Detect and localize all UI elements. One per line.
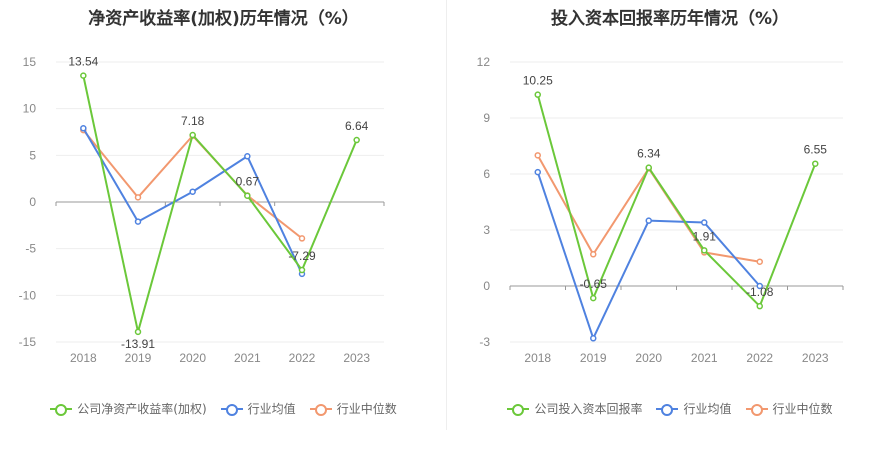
legend-item-industry-mean[interactable]: 行业均值 <box>656 400 732 417</box>
data-point[interactable] <box>189 188 196 195</box>
data-point[interactable] <box>534 91 541 98</box>
data-point[interactable] <box>701 219 708 226</box>
data-point[interactable] <box>701 247 708 254</box>
y-tick-label: 3 <box>483 223 490 237</box>
roic-chart-title: 投入资本回报率历年情况（%） <box>550 9 790 29</box>
legend-line-marker-icon <box>507 403 530 416</box>
data-label: 6.34 <box>637 147 661 161</box>
roic-legend: 公司投入资本回报率 行业均值 行业中位数 <box>447 400 893 417</box>
roe-chart-title: 净资产收益率(加权)历年情况（%） <box>88 9 359 29</box>
data-label: 10.25 <box>523 74 553 88</box>
legend-label: 公司净资产收益率(加权) <box>77 402 207 416</box>
x-tick-label: 2021 <box>234 351 261 365</box>
y-tick-label: -10 <box>19 288 37 302</box>
y-tick-label: 6 <box>483 167 490 181</box>
data-label: -7.29 <box>288 249 316 263</box>
data-point[interactable] <box>353 136 360 144</box>
legend-item-industry-median[interactable]: 行业中位数 <box>745 400 833 417</box>
legend-line-marker-icon <box>745 403 768 416</box>
y-tick-label: 5 <box>29 148 36 162</box>
x-tick-label: 2023 <box>802 351 829 365</box>
data-point[interactable] <box>80 125 87 132</box>
legend-line-marker-icon <box>220 403 243 416</box>
y-tick-label: 10 <box>23 102 37 116</box>
y-tick-label: 0 <box>483 279 490 293</box>
roe-chart: 15 10 5 0 -5 -10 -15 2018 2019 2020 2021 2022 2023 13… <box>19 55 385 365</box>
y-tick-label: 0 <box>29 195 36 209</box>
data-point[interactable] <box>645 164 652 171</box>
roic-chart-panel: 12 9 6 3 0 -3 2018 2019 2020 2021 2022 2023 10.25 -0.… <box>447 0 893 458</box>
x-tick-label: 2023 <box>343 351 370 365</box>
data-label: -13.91 <box>121 337 155 351</box>
data-point[interactable] <box>590 294 597 302</box>
y-tick-label: 15 <box>23 55 37 69</box>
panel-divider <box>446 0 447 430</box>
legend-label: 行业均值 <box>683 402 732 416</box>
legend-label: 行业中位数 <box>772 402 833 416</box>
legend-item-company-roe[interactable]: 公司净资产收益率(加权) <box>50 400 207 417</box>
x-tick-label: 2020 <box>179 351 206 365</box>
legend-label: 行业中位数 <box>336 402 397 416</box>
y-tick-label: 9 <box>483 111 490 125</box>
data-point[interactable] <box>244 192 251 199</box>
legend-line-marker-icon <box>309 403 332 416</box>
legend-item-company-roic[interactable]: 公司投入资本回报率 <box>507 400 642 417</box>
data-label: 7.18 <box>181 114 205 128</box>
data-point[interactable] <box>756 302 763 310</box>
data-label: 13.54 <box>68 55 98 69</box>
legend-line-marker-icon <box>50 403 73 416</box>
data-point[interactable] <box>189 131 196 139</box>
roic-chart: 12 9 6 3 0 -3 2018 2019 2020 2021 2022 2023 10.25 -0.… <box>477 55 844 365</box>
data-label: -1.08 <box>746 285 774 299</box>
x-tick-label: 2020 <box>635 351 662 365</box>
data-label: 6.64 <box>345 119 369 133</box>
data-point[interactable] <box>134 194 142 201</box>
legend-label: 行业均值 <box>247 402 296 416</box>
x-tick-label: 2019 <box>125 351 152 365</box>
series-line <box>536 94 817 308</box>
roe-legend: 公司净资产收益率(加权) 行业均值 行业中位数 <box>0 400 447 417</box>
data-label: 1.91 <box>693 229 717 243</box>
series-line <box>82 75 358 333</box>
legend-item-industry-median[interactable]: 行业中位数 <box>309 400 397 417</box>
series-line <box>82 127 303 275</box>
data-point[interactable] <box>244 153 251 160</box>
data-point[interactable] <box>298 266 306 274</box>
data-point[interactable] <box>80 72 87 79</box>
data-point[interactable] <box>756 258 763 265</box>
data-point[interactable] <box>590 335 597 342</box>
x-tick-label: 2018 <box>524 351 551 365</box>
data-label: 6.55 <box>804 143 828 157</box>
x-tick-label: 2022 <box>746 351 773 365</box>
x-tick-label: 2022 <box>289 351 316 365</box>
legend-label: 公司投入资本回报率 <box>534 402 643 416</box>
data-point[interactable] <box>534 152 541 159</box>
y-tick-label: 12 <box>477 55 491 69</box>
x-tick-label: 2018 <box>70 351 97 365</box>
y-tick-label: -5 <box>25 242 36 256</box>
data-point[interactable] <box>134 328 142 336</box>
legend-line-marker-icon <box>656 403 679 416</box>
data-label: -0.65 <box>580 277 608 291</box>
data-point[interactable] <box>812 160 819 167</box>
data-point[interactable] <box>645 217 652 224</box>
data-point[interactable] <box>756 282 763 290</box>
data-point[interactable] <box>134 218 142 225</box>
legend-item-industry-mean[interactable]: 行业均值 <box>220 400 296 417</box>
x-tick-label: 2019 <box>580 351 607 365</box>
y-tick-label: -3 <box>479 335 490 349</box>
x-tick-label: 2021 <box>691 351 718 365</box>
y-tick-label: -15 <box>19 335 37 349</box>
data-point[interactable] <box>534 168 541 176</box>
data-point[interactable] <box>590 251 597 258</box>
data-label: 0.67 <box>236 175 260 189</box>
data-point[interactable] <box>298 235 306 242</box>
roe-chart-panel: 15 10 5 0 -5 -10 -15 2018 2019 2020 2021 2022 2023 13… <box>0 9 447 417</box>
